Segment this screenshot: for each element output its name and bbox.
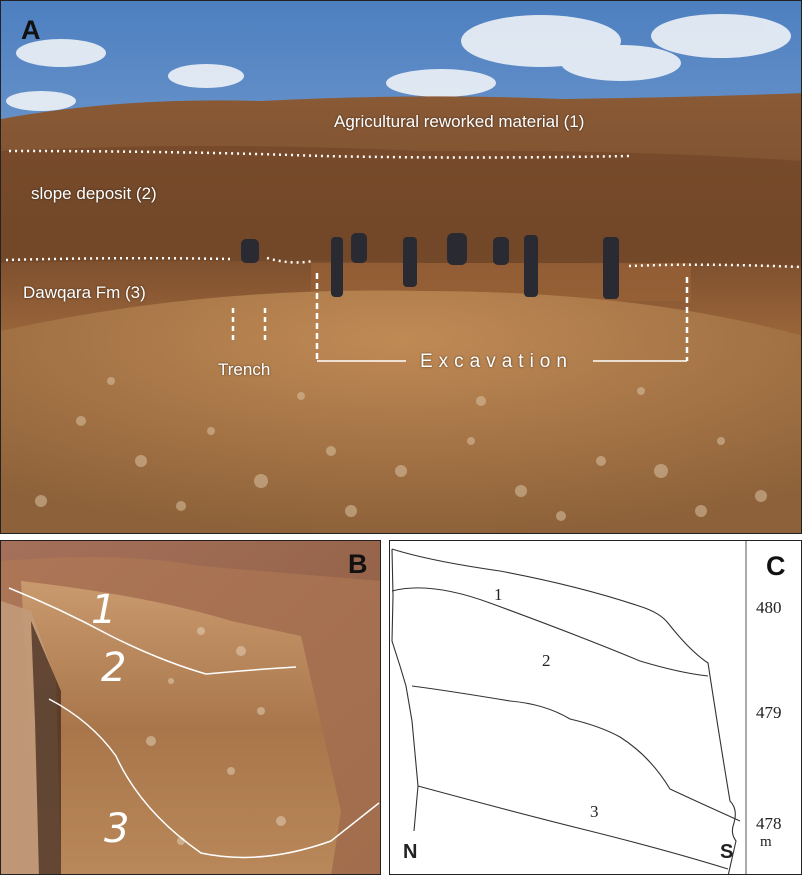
sediment-block <box>21 581 341 874</box>
boundary-1-2 <box>391 587 709 677</box>
north-label: N <box>403 841 418 863</box>
upper-boundary-line <box>8 149 630 159</box>
panel-b-photo: B 1 2 3 <box>0 540 381 875</box>
elevation-unit-label: m <box>760 834 772 850</box>
clouds <box>6 14 791 111</box>
panel-c-letter: C <box>766 551 786 581</box>
panel-a-letter: A <box>21 15 41 45</box>
section-closeup-photo <box>1 541 380 874</box>
elevation-tick-478: 478 <box>756 814 782 833</box>
agricultural-material-label: Agricultural reworked material (1) <box>334 112 585 131</box>
section-layer-2-label: 2 <box>542 651 551 670</box>
stratigraphic-section-drawing <box>391 541 747 874</box>
excavation-site-photo <box>1 1 801 533</box>
layer-1-marker: 1 <box>91 587 117 633</box>
lower-boundary-line <box>5 256 801 269</box>
south-label: S <box>720 841 734 863</box>
boundary-line-2 <box>48 698 380 859</box>
elevation-tick-479: 479 <box>756 703 782 722</box>
section-outline-top-right <box>391 548 737 874</box>
section-outline-bottom <box>417 785 729 870</box>
dawqara-formation-label: Dawqara Fm (3) <box>23 283 146 302</box>
layer-2-marker: 2 <box>101 645 127 691</box>
elevation-tick-480: 480 <box>756 598 782 617</box>
trench-label: Trench <box>218 360 271 379</box>
excavation-label: Excavation <box>420 351 573 372</box>
boundary-line-1 <box>8 587 297 675</box>
layer-3-marker: 3 <box>104 806 130 852</box>
section-outline-left <box>391 548 419 832</box>
boundary-2-3 <box>411 685 741 822</box>
panel-c-section-drawing: C 1 2 3 480 479 478 m N S <box>389 540 802 875</box>
trench-shadow <box>31 621 61 874</box>
spoil-mound <box>1 290 801 533</box>
gravel <box>35 377 767 521</box>
workers <box>241 233 619 299</box>
section-layer-1-label: 1 <box>494 585 503 604</box>
panel-a-photo: A Agricultural reworked material (1) slo… <box>0 0 802 534</box>
slope-deposit-label: slope deposit (2) <box>31 184 157 203</box>
section-layer-3-label: 3 <box>590 802 599 821</box>
panel-b-letter: B <box>348 549 368 579</box>
